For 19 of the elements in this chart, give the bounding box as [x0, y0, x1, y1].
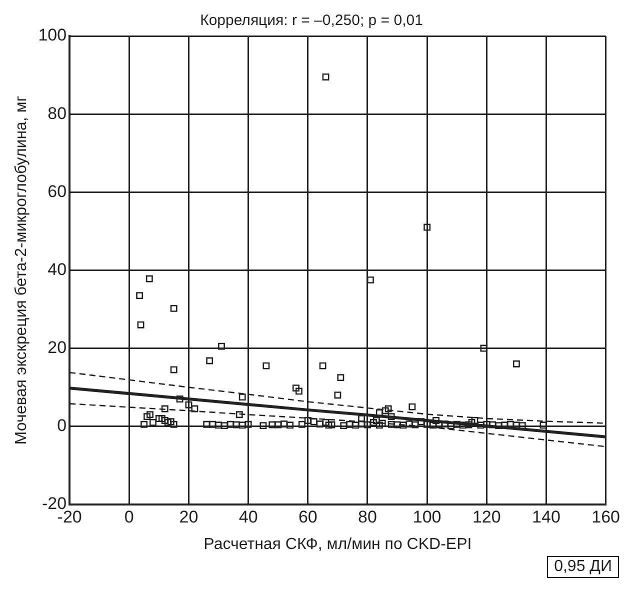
x-tick-label: 60: [298, 507, 318, 526]
text: 0,95 ДИ: [547, 556, 619, 578]
x-tick-label: 0: [124, 507, 134, 526]
y-tick-label: 100: [38, 26, 67, 45]
x-tick-label: 100: [412, 507, 442, 526]
y-tick-label: 0: [57, 416, 67, 436]
y-tick-label: 80: [48, 104, 67, 123]
x-tick-label: 140: [532, 507, 560, 526]
x-axis-title: Расчетная СКФ, мл/мин по CKD-EPI: [204, 536, 472, 553]
y-axis-title: Мочевая экскреция бета-2-микроглобулина, мг: [13, 96, 30, 445]
x-tick-label: 20: [179, 507, 198, 526]
x-tick-label: 40: [238, 507, 258, 526]
x-tick-label: 80: [358, 507, 377, 526]
x-tick-label: 120: [472, 507, 501, 526]
chart-title: Корреляция: r = –0,250; p = 0,01: [200, 12, 423, 30]
x-tick-label: 160: [592, 507, 620, 526]
y-tick-label: 60: [48, 182, 67, 201]
y-tick-label: 40: [48, 260, 67, 279]
y-tick-label: 20: [48, 338, 67, 357]
